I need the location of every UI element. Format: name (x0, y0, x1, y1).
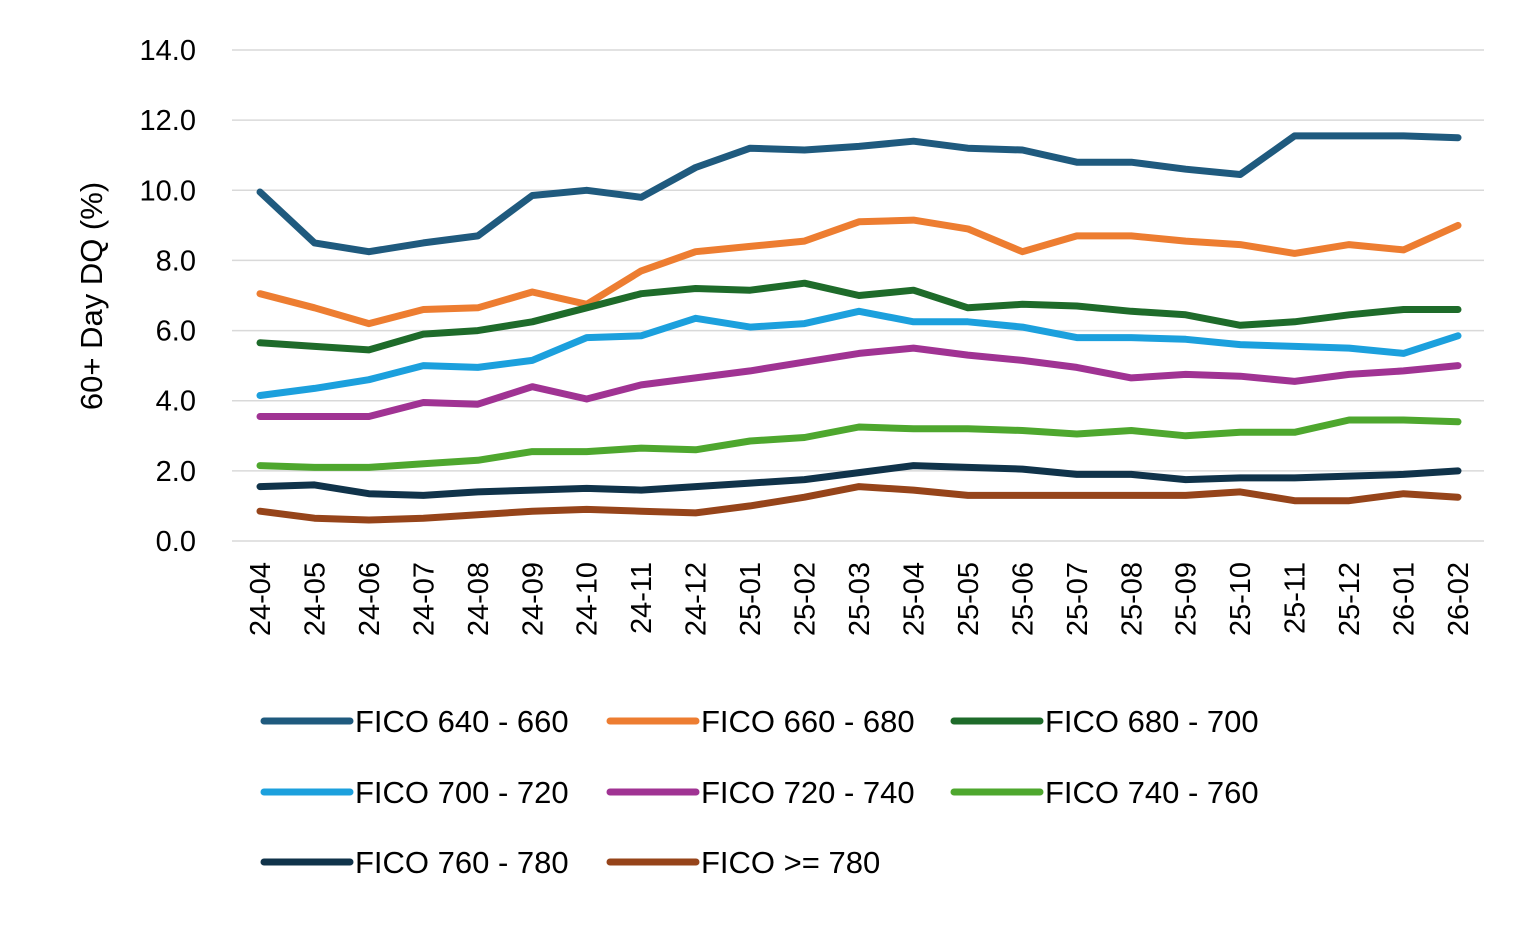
legend: FICO 640 - 660 FICO 660 - 680 FICO 680 - 7… (260, 704, 1259, 880)
legend-label: FICO 700 - 720 (355, 775, 569, 810)
x-tick-label: 25-11 (1280, 562, 1312, 634)
x-tick-label: 25-12 (1334, 562, 1366, 636)
x-tick-label: 25-05 (953, 562, 985, 636)
series-line-8 (256, 483, 1462, 524)
x-tick-label: 25-02 (790, 562, 822, 636)
x-tick-label: 25-03 (844, 562, 876, 636)
y-axis-label: 60+ Day DQ (%) (74, 182, 109, 410)
y-tick-label: 10.0 (140, 175, 196, 207)
series-line-1 (256, 132, 1462, 256)
y-tick-label: 12.0 (140, 105, 196, 137)
x-tick-label: 25-01 (735, 562, 767, 636)
legend-item: FICO 720 - 740 (606, 775, 915, 810)
legend-label: FICO 660 - 680 (701, 704, 915, 739)
legend-label: FICO 680 - 700 (1045, 704, 1259, 739)
x-tick-label: 25-07 (1062, 562, 1094, 636)
x-tick-label: 25-06 (1007, 562, 1039, 636)
x-tick-label: 24-10 (572, 562, 604, 636)
series-line-3 (256, 279, 1462, 354)
legend-label: FICO >= 780 (701, 845, 880, 880)
x-tick-label: 24-11 (626, 562, 658, 634)
y-tick-label: 14.0 (140, 35, 196, 67)
x-tick-label: 26-02 (1443, 562, 1475, 636)
series-line-7 (256, 462, 1462, 499)
x-tick-label: 26-01 (1389, 562, 1421, 636)
y-tick-label: 2.0 (156, 456, 196, 488)
y-tick-label: 4.0 (156, 386, 196, 418)
legend-item: FICO 640 - 660 (260, 704, 569, 739)
legend-label: FICO 720 - 740 (701, 775, 915, 810)
x-tick-label: 24-09 (517, 562, 549, 636)
x-tick-label: 25-10 (1225, 562, 1257, 636)
x-tick-label: 24-04 (245, 562, 277, 636)
x-tick-label: 24-08 (463, 562, 495, 636)
x-tick-label: 25-04 (898, 562, 930, 636)
y-tick-label: 8.0 (156, 245, 196, 277)
y-tick-label: 0.0 (156, 526, 196, 558)
x-tick-label: 25-09 (1171, 562, 1203, 636)
legend-item: FICO 740 - 760 (950, 775, 1259, 810)
y-tick-label: 6.0 (156, 316, 196, 348)
legend-item: FICO >= 780 (606, 845, 880, 880)
plot-area (256, 132, 1462, 524)
legend-item: FICO 660 - 680 (606, 704, 915, 739)
x-tick-label: 24-07 (408, 562, 440, 636)
series-line-4 (256, 307, 1462, 399)
legend-item: FICO 760 - 780 (260, 845, 569, 880)
legend-label: FICO 640 - 660 (355, 704, 569, 739)
legend-item: FICO 680 - 700 (950, 704, 1259, 739)
x-tick-label: 24-12 (681, 562, 713, 636)
series-line-6 (256, 416, 1462, 471)
x-tick-label: 24-05 (299, 562, 331, 636)
series-line-2 (256, 216, 1462, 328)
legend-label: FICO 740 - 760 (1045, 775, 1259, 810)
x-tick-label: 25-08 (1116, 562, 1148, 636)
x-axis-tick-labels: 24-04 24-05 24-06 24-07 24-08 24-09 24-10 24-11… (245, 562, 1475, 636)
x-tick-label: 24-06 (354, 562, 386, 636)
legend-item: FICO 700 - 720 (260, 775, 569, 810)
y-axis-tick-labels: 0.0 2.0 4.0 6.0 8.0 10.0 12.0 14.0 (140, 35, 196, 558)
legend-label: FICO 760 - 780 (355, 845, 569, 880)
series-line-5 (256, 344, 1462, 420)
